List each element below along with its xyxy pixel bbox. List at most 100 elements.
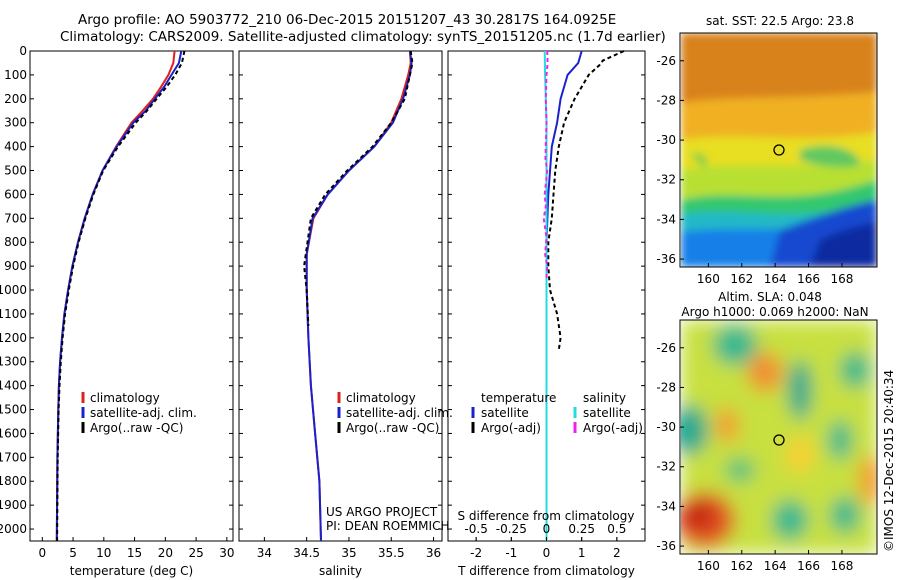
map-x-tick-label: 168	[830, 272, 853, 286]
map-y-tick-label: -34	[656, 212, 676, 226]
map-y-tick-label: -28	[656, 380, 676, 394]
legend-label: Argo(..raw -QC)	[90, 421, 183, 435]
argo-position-marker	[773, 144, 785, 156]
map-y-tick-label: -32	[656, 460, 676, 474]
legend-label: satellite	[481, 406, 529, 420]
depth-tick-label: 1400	[0, 379, 27, 393]
legend-label: climatology	[90, 391, 160, 405]
map-y-tick-label: -34	[656, 499, 676, 513]
map-x-tick-label: 166	[797, 272, 820, 286]
depth-tick-label: 2000	[0, 522, 27, 536]
map-x-tick-label: 166	[797, 559, 820, 573]
map-y-tick-label: -28	[656, 93, 676, 107]
depth-tick-label: 0	[19, 44, 27, 58]
map-x-tick-label: 164	[764, 272, 787, 286]
legend-label: Argo(-adj)	[583, 421, 643, 435]
map-y-tick-label: -30	[656, 420, 676, 434]
sla-map	[679, 319, 878, 555]
x-tick-label: 35.5	[378, 546, 405, 560]
depth-tick-label: 1200	[0, 331, 27, 345]
map-y-tick-label: -36	[656, 539, 676, 553]
map-y-tick-label: -26	[656, 341, 676, 355]
x-top-axis-label: S difference from climatology	[458, 509, 635, 523]
depth-tick-label: 700	[4, 211, 27, 225]
argo-position-marker-sla	[773, 434, 785, 446]
map-x-tick-label: 168	[830, 559, 853, 573]
legend-label: satellite	[583, 406, 631, 420]
depth-tick-label: 900	[4, 259, 27, 273]
x-tick-label: -2	[470, 546, 482, 560]
depth-tick-label: 200	[4, 92, 27, 106]
series-line-argo-adj-	[547, 50, 625, 350]
x-top-tick-label: 0.5	[607, 522, 626, 536]
x-tick-label: 15	[127, 546, 142, 560]
salinity-panel-frame	[238, 50, 443, 542]
series-line-argo-raw-qc-	[56, 50, 186, 542]
map-x-tick-label: 160	[697, 559, 720, 573]
sst-map	[679, 32, 878, 268]
series-line-argo-raw-qc-	[303, 50, 414, 326]
x-tick-label: 20	[158, 546, 173, 560]
x-tick-label: 10	[96, 546, 111, 560]
pi-credit: PI: DEAN ROEMMICH	[326, 519, 449, 533]
legend-header-temperature: temperature	[481, 391, 556, 405]
figure-title-line1: Argo profile: AO 5903772_210 06-Dec-2015…	[78, 12, 617, 28]
depth-tick-label: 1900	[0, 498, 27, 512]
x-top-tick-label: 0.25	[568, 522, 595, 536]
x-axis-label: salinity	[319, 564, 362, 578]
sla-map-title: Altim. SLA: 0.048	[718, 290, 822, 304]
depth-tick-label: 1700	[0, 450, 27, 464]
project-credit: US ARGO PROJECT	[326, 505, 438, 519]
x-tick-label: 5	[69, 546, 77, 560]
x-tick-label: 0	[38, 546, 46, 560]
x-axis-label: temperature (deg C)	[70, 564, 193, 578]
depth-tick-label: 500	[4, 164, 27, 178]
legend-label: Argo(-adj)	[481, 421, 541, 435]
depth-tick-label: 300	[4, 116, 27, 130]
map-y-tick-label: -32	[656, 173, 676, 187]
depth-tick-label: 1100	[0, 307, 27, 321]
legend-label: Argo(..raw -QC)	[346, 421, 439, 435]
x-tick-label: 25	[188, 546, 203, 560]
x-top-tick-label: 0	[543, 522, 551, 536]
x-tick-label: 36	[426, 546, 441, 560]
depth-tick-label: 800	[4, 235, 27, 249]
map-x-tick-label: 164	[764, 559, 787, 573]
x-tick-label: 1	[578, 546, 586, 560]
x-tick-label: 2	[613, 546, 621, 560]
depth-tick-label: 1300	[0, 355, 27, 369]
map-y-tick-label: -26	[656, 54, 676, 68]
sst-map-title: sat. SST: 22.5 Argo: 23.8	[706, 14, 854, 28]
depth-tick-label: 100	[4, 68, 27, 82]
map-x-tick-label: 162	[730, 272, 753, 286]
x-top-tick-label: -0.25	[496, 522, 527, 536]
legend-label: climatology	[346, 391, 416, 405]
imos-stamp: ©IMOS 12-Dec-2015 20:40:34	[882, 370, 896, 552]
series-line-satellite	[543, 50, 548, 541]
x-tick-label: 0	[543, 546, 551, 560]
map-x-tick-label: 160	[697, 272, 720, 286]
x-tick-label: -1	[505, 546, 517, 560]
depth-tick-label: 1000	[0, 283, 27, 297]
x-tick-label: 35	[341, 546, 356, 560]
map-x-tick-label: 162	[730, 559, 753, 573]
sla-map-subtitle: Argo h1000: 0.069 h2000: NaN	[681, 305, 868, 319]
depth-tick-label: 1600	[0, 426, 27, 440]
depth-tick-label: 600	[4, 187, 27, 201]
x-tick-label: 30	[219, 546, 234, 560]
legend-label: satellite-adj. clim.	[346, 406, 453, 420]
x-axis-label: T difference from climatology	[457, 564, 635, 578]
map-y-tick-label: -36	[656, 252, 676, 266]
figure-title-line2: Climatology: CARS2009. Satellite-adjuste…	[60, 29, 666, 45]
depth-tick-label: 1500	[0, 403, 27, 417]
x-tick-label: 34	[257, 546, 272, 560]
map-y-tick-label: -30	[656, 133, 676, 147]
depth-tick-label: 1800	[0, 474, 27, 488]
temperature-panel-frame	[29, 50, 234, 542]
x-tick-label: 34.5	[293, 546, 320, 560]
depth-tick-label: 400	[4, 140, 27, 154]
x-top-tick-label: -0.5	[464, 522, 487, 536]
legend-header-salinity: salinity	[583, 391, 626, 405]
legend-label: satellite-adj. clim.	[90, 406, 197, 420]
